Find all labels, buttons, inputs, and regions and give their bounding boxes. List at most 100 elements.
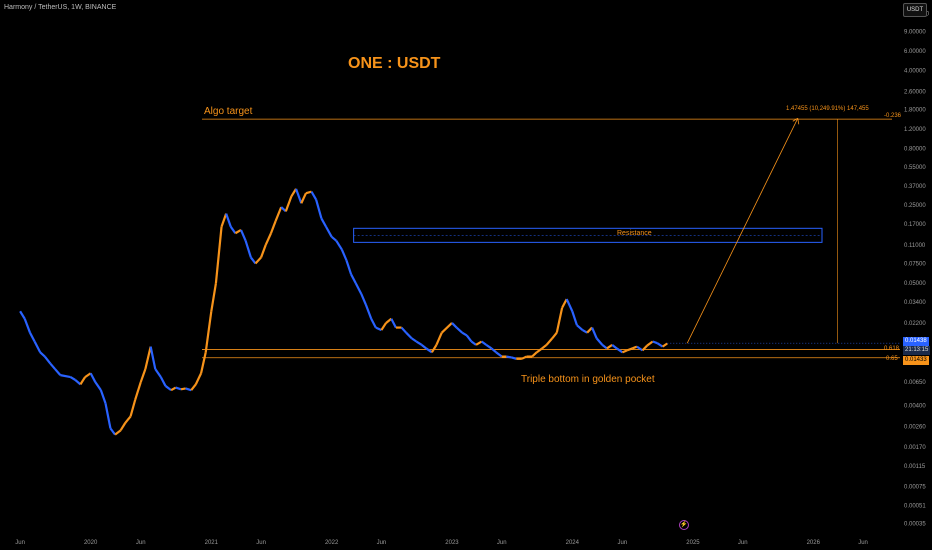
fib-65-label: 0.65 (886, 356, 898, 362)
y-tick-label: 0.00400 (904, 404, 926, 410)
price-segment (350, 273, 357, 284)
y-tick-label: 9.00000 (904, 29, 926, 35)
price-segment (485, 343, 493, 350)
x-tick-label: 2025 (686, 540, 700, 546)
price-segment (470, 340, 477, 346)
fib-618-label: 0.618 (884, 346, 900, 352)
price-segment (300, 192, 307, 204)
price-segment (185, 387, 192, 392)
price-segment (541, 343, 548, 350)
y-tick-label: 0.00051 (904, 503, 926, 509)
price-segment (260, 244, 267, 258)
y-tick-label: 0.07500 (904, 261, 926, 267)
symbol-header: Harmony / TetherUS, 1W, BINANCE (4, 4, 117, 11)
price-segment (425, 347, 433, 354)
price-segment (364, 304, 373, 320)
price-segment (576, 324, 584, 331)
price-segment (229, 226, 237, 234)
price-segment (134, 381, 142, 401)
y-tick-label: 0.55000 (904, 165, 926, 171)
price-segment (465, 334, 473, 343)
countdown-tag: 21:13:15 (903, 346, 931, 355)
price-segment (641, 344, 648, 352)
algo-target-label: Algo target (204, 106, 253, 117)
price-segment (636, 345, 644, 352)
price-segment (60, 374, 71, 379)
price-segment (561, 298, 568, 309)
currency-button[interactable]: USDT (903, 3, 927, 17)
price-segment (144, 346, 152, 370)
price-segment (411, 337, 417, 343)
price-segment (475, 340, 483, 346)
price-segment (390, 318, 397, 329)
measure-label: 1.47455 (10,249.91%) 147,455 (786, 106, 869, 112)
price-segment (330, 235, 337, 242)
price-segment (626, 347, 633, 352)
chart-overlays (202, 117, 900, 359)
price-segment (354, 282, 363, 295)
price-segment (249, 256, 257, 265)
price-segment (269, 220, 277, 234)
price-segment (506, 355, 512, 359)
x-tick-label: Jun (497, 540, 507, 546)
y-tick-label: 0.00075 (904, 485, 926, 491)
price-segment (360, 293, 367, 306)
price-segment (611, 343, 618, 350)
price-segment (170, 386, 177, 392)
price-segment (164, 385, 172, 392)
fib-236-label: -0.236 (884, 113, 902, 119)
x-tick-label: Jun (15, 540, 25, 546)
price-segment (154, 368, 162, 378)
flash-icon[interactable]: ⚡ (679, 520, 689, 530)
price-segment (305, 190, 312, 195)
price-segment (646, 340, 654, 347)
x-tick-label: 2021 (205, 540, 219, 546)
price-segment (84, 372, 92, 379)
price-segment (420, 343, 427, 350)
price-segment (210, 282, 218, 312)
price-segment (159, 376, 167, 387)
price-segment (531, 351, 538, 358)
price-segment (370, 318, 377, 329)
price-segment (109, 427, 116, 436)
y-tick-label: 0.37000 (904, 184, 926, 190)
price-segment (104, 403, 112, 429)
price-segment (33, 341, 42, 353)
price-segment (565, 298, 574, 312)
y-tick-label: 1.20000 (904, 127, 926, 133)
y-tick-label: 4.00000 (904, 69, 926, 75)
price-segment (490, 347, 497, 354)
price-segment (239, 229, 247, 242)
price-segment (54, 368, 62, 376)
price-segment (320, 217, 327, 228)
price-segment (274, 206, 283, 222)
x-tick-label: Jun (256, 540, 266, 546)
price-segment (521, 355, 527, 360)
price-segment (495, 351, 503, 358)
price-segment (114, 429, 122, 436)
time-axis[interactable]: Jun 2020 Jun 2021 Jun 2022 Jun 2023 Jun 2024 Jun 20… (15, 540, 868, 546)
y-tick-label: 0.05000 (904, 281, 926, 287)
price-series (19, 188, 668, 436)
price-segment (405, 331, 413, 340)
x-tick-label: 2024 (566, 540, 580, 546)
price-segment (430, 344, 438, 353)
price-segment (400, 326, 407, 334)
y-tick-label: 0.17000 (904, 222, 926, 228)
price-segment (23, 318, 32, 334)
triple-bottom-label: Triple bottom in golden pocket (521, 374, 655, 385)
price-axis[interactable]: 13.000009.000006.000004.000002.600001.80… (904, 12, 930, 528)
price-segment (511, 356, 517, 360)
price-segment (591, 327, 598, 339)
x-tick-label: Jun (377, 540, 387, 546)
price-segment (244, 240, 252, 258)
price-segment (200, 352, 207, 374)
x-tick-label: 2026 (807, 540, 821, 546)
y-tick-label: 1.80000 (904, 107, 926, 113)
price-segment (225, 213, 232, 228)
price-segment (380, 322, 387, 331)
price-segment (440, 322, 453, 334)
price-segment (89, 372, 97, 383)
price-segment (345, 260, 353, 275)
